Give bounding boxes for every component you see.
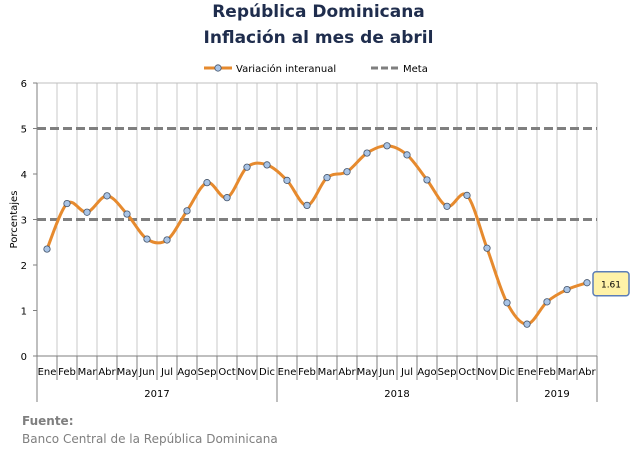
x-tick-label: Oct <box>218 367 235 378</box>
data-point <box>303 201 311 209</box>
data-point <box>183 207 191 215</box>
x-tick-label: Sep <box>438 367 457 378</box>
data-point <box>363 149 371 157</box>
legend-marker-variacion <box>214 64 222 72</box>
y-axis-title: Porcentajes <box>9 191 20 249</box>
x-tick-label: Abr <box>98 367 116 378</box>
data-point <box>483 244 491 252</box>
year-label: 2019 <box>544 389 569 400</box>
x-tick-label: May <box>357 367 378 378</box>
data-point <box>343 168 351 176</box>
y-tick-label: 5 <box>21 125 27 136</box>
y-tick-label: 6 <box>21 79 27 90</box>
x-tick-label: Nov <box>237 367 257 378</box>
x-tick-label: Feb <box>538 367 556 378</box>
data-point <box>103 192 111 200</box>
x-tick-label: Dic <box>259 367 275 378</box>
x-tick-label: Mar <box>78 367 98 378</box>
data-point <box>123 210 131 218</box>
data-point <box>223 194 231 202</box>
x-tick-label: Dic <box>499 367 515 378</box>
data-point <box>323 174 331 182</box>
source-text: Banco Central de la República Dominicana <box>22 432 278 446</box>
y-tick-label: 2 <box>21 261 27 272</box>
x-tick-label: Jul <box>400 367 413 378</box>
chart-subtitle: Inflación al mes de abril <box>203 28 434 48</box>
data-point <box>263 161 271 169</box>
x-tick-label: May <box>117 367 138 378</box>
data-point <box>583 279 591 287</box>
x-tick-label: Mar <box>558 367 578 378</box>
last-value-callout <box>592 270 630 297</box>
data-point <box>63 199 71 208</box>
y-tick-label: 4 <box>21 170 27 181</box>
data-point <box>83 208 91 216</box>
x-tick-label: Nov <box>477 367 497 378</box>
data-point <box>523 320 531 328</box>
year-label: 2018 <box>384 389 409 400</box>
x-tick-label: Jun <box>378 367 395 378</box>
y-tick-label: 1 <box>21 307 27 318</box>
data-point <box>283 176 291 184</box>
data-point <box>463 191 471 199</box>
x-tick-label: Mar <box>318 367 338 378</box>
x-tick-label: Ene <box>518 367 537 378</box>
data-point <box>143 235 151 243</box>
x-tick-label: Oct <box>458 367 475 378</box>
data-point <box>543 298 551 306</box>
source-label: Fuente: <box>22 414 74 428</box>
legend-label-meta: Meta <box>403 64 428 75</box>
x-tick-label: Jun <box>138 367 155 378</box>
x-tick-label: Feb <box>58 367 76 378</box>
data-point <box>383 142 391 150</box>
x-tick-label: Abr <box>338 367 356 378</box>
data-point <box>503 299 511 307</box>
data-point <box>563 285 571 294</box>
data-point <box>443 202 451 210</box>
year-label: 2017 <box>144 389 169 400</box>
series-line-variacion <box>45 144 588 326</box>
x-tick-label: Ene <box>278 367 297 378</box>
x-tick-label: Ago <box>417 367 436 378</box>
legend-label-variacion: Variación interanual <box>236 63 336 75</box>
x-tick-label: Ago <box>177 367 196 378</box>
data-point <box>203 179 211 187</box>
last-value-label: 1.61 <box>601 281 621 291</box>
x-tick-label: Abr <box>578 367 596 378</box>
y-tick-label: 0 <box>21 352 27 363</box>
chart-title: República Dominicana <box>212 2 425 22</box>
data-point <box>163 236 171 244</box>
data-point <box>423 176 431 184</box>
x-tick-label: Jul <box>160 367 173 378</box>
data-point <box>403 151 411 159</box>
y-tick-label: 3 <box>21 216 27 227</box>
x-tick-label: Ene <box>38 367 57 378</box>
x-tick-label: Feb <box>298 367 316 378</box>
data-point <box>243 163 251 171</box>
x-tick-label: Sep <box>198 367 217 378</box>
data-point <box>43 245 51 253</box>
